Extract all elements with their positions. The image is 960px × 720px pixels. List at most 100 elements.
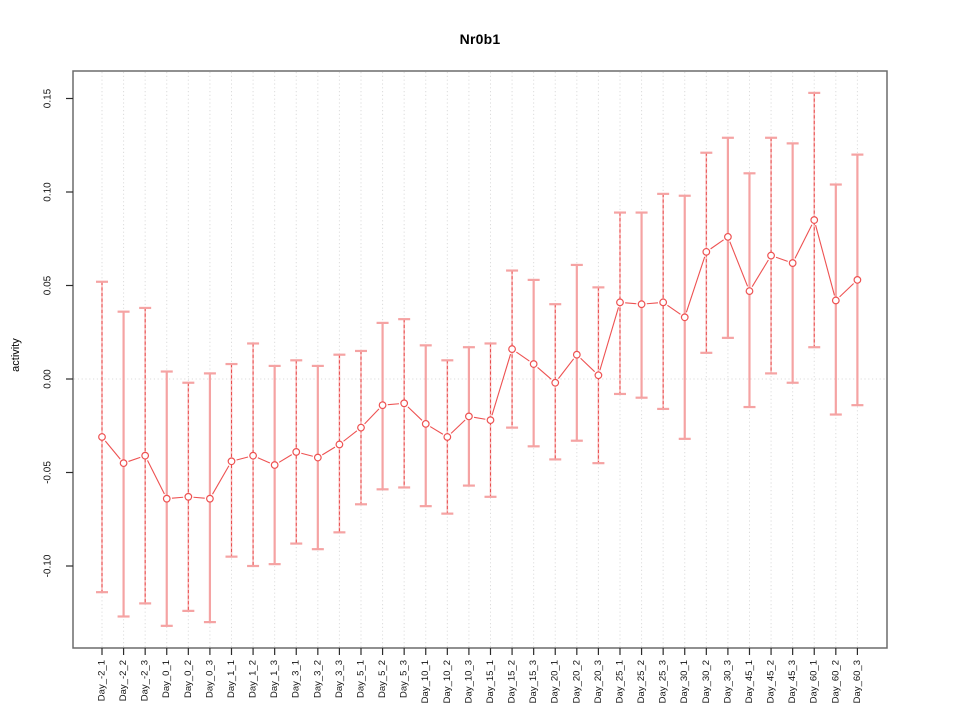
data-point <box>724 232 732 241</box>
data-point <box>594 371 603 380</box>
x-tick-label: Day_5_1 <box>355 660 366 698</box>
y-tick-label: 0.10 <box>43 182 54 202</box>
series-line-segment <box>387 403 400 406</box>
x-tick-label: Day_45_1 <box>744 660 755 703</box>
data-point <box>529 360 538 368</box>
chart-title: Nr0b1 <box>459 31 501 47</box>
data-point <box>378 401 387 410</box>
data-point <box>637 300 646 309</box>
series-line-segment <box>646 302 659 305</box>
series-line-segment <box>710 239 724 250</box>
data-point <box>400 399 409 408</box>
x-tick-label: Day_20_3 <box>593 660 604 703</box>
data-point <box>249 451 257 460</box>
series-line-segment <box>128 456 141 462</box>
series-line-segment <box>364 408 380 425</box>
data-point <box>680 313 689 322</box>
x-tick-label: Day_30_3 <box>722 660 733 703</box>
series-line-segment <box>580 357 596 373</box>
series-line-segment <box>625 302 637 305</box>
series-line-segment <box>104 440 121 460</box>
x-tick-label: Day_1_3 <box>269 660 280 698</box>
data-point <box>508 345 516 353</box>
series-line-segment <box>667 304 681 315</box>
x-tick-label: Day_5_3 <box>399 660 410 698</box>
data-point <box>162 494 171 503</box>
series-line-segment <box>839 283 855 298</box>
x-tick-label: Day_0_1 <box>161 660 172 698</box>
data-point <box>810 216 819 224</box>
series-line-segment <box>147 460 165 495</box>
series-line-segment <box>685 256 706 313</box>
data-point <box>119 459 128 468</box>
series-line-segment <box>599 307 620 371</box>
series-line-segment <box>193 496 205 499</box>
x-tick-label: Day_45_2 <box>766 660 777 703</box>
x-tick-label: Day_-2_3 <box>140 660 151 701</box>
data-point <box>486 416 495 425</box>
data-point <box>206 494 214 503</box>
data-point <box>335 440 344 449</box>
y-tick-label: 0.15 <box>43 88 54 108</box>
series-line-segment <box>429 426 444 435</box>
data-point <box>465 412 473 421</box>
data-point <box>745 287 754 296</box>
data-point <box>141 451 150 460</box>
data-point <box>702 247 711 256</box>
x-tick-label: Day_15_1 <box>485 660 496 703</box>
x-tick-label: Day_25_3 <box>658 660 669 703</box>
series-line-segment <box>473 416 486 420</box>
data-point <box>788 259 797 267</box>
series-line-segment <box>407 406 423 421</box>
y-tick-label: -0.05 <box>43 461 54 484</box>
x-tick-label: Day_5_2 <box>377 660 388 698</box>
series-line-segment <box>751 259 769 287</box>
x-tick-label: Day_3_1 <box>291 660 302 698</box>
data-point <box>831 296 840 305</box>
x-tick-label: Day_-2_1 <box>97 660 108 701</box>
x-tick-label: Day_30_1 <box>679 660 690 703</box>
x-tick-label: Day_45_3 <box>787 660 798 703</box>
x-tick-label: Day_3_2 <box>312 660 323 698</box>
series-line-segment <box>212 465 230 495</box>
x-tick-label: Day_60_2 <box>830 660 841 703</box>
series-line-segment <box>257 457 271 464</box>
series-line-segment <box>171 496 184 499</box>
x-tick-label: Day_1_2 <box>248 660 259 698</box>
x-tick-label: Day_-2_2 <box>118 660 129 701</box>
series-line-segment <box>729 241 749 287</box>
series-line-segment <box>775 256 788 262</box>
data-point <box>551 378 560 387</box>
x-tick-label: Day_60_1 <box>809 660 820 703</box>
x-tick-label: Day_25_2 <box>636 660 647 703</box>
x-tick-label: Day_0_3 <box>204 660 215 698</box>
x-tick-label: Day_15_3 <box>528 660 539 703</box>
data-point <box>616 298 624 307</box>
series-line-segment <box>343 430 358 442</box>
series-line-segment <box>516 351 530 362</box>
series-line-segment <box>794 224 813 259</box>
data-point <box>357 423 365 432</box>
series-line-segment <box>321 446 336 456</box>
x-tick-label: Day_10_1 <box>420 660 431 703</box>
data-point <box>572 350 581 359</box>
data-point <box>292 448 301 456</box>
x-tick-label: Day_15_2 <box>507 660 518 703</box>
x-tick-label: Day_10_3 <box>463 660 474 703</box>
data-point <box>659 298 668 307</box>
series-line-segment <box>815 224 836 296</box>
x-tick-label: Day_1_1 <box>226 660 237 698</box>
x-tick-label: Day_20_1 <box>550 660 561 703</box>
x-tick-label: Day_3_3 <box>334 660 345 698</box>
series-line-segment <box>450 419 466 434</box>
y-tick-label: -0.10 <box>43 554 54 577</box>
data-point <box>227 457 236 466</box>
x-tick-label: Day_10_2 <box>442 660 453 703</box>
data-point <box>184 492 193 501</box>
data-point <box>421 419 430 428</box>
series-line-segment <box>236 456 249 461</box>
series-line-segment <box>491 353 512 416</box>
y-axis-label: activity <box>10 338 22 372</box>
